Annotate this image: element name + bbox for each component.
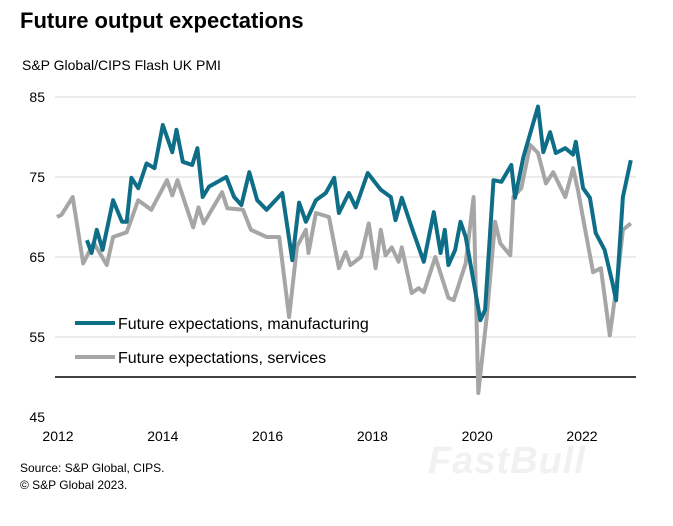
x-tick-label: 2012 bbox=[42, 428, 73, 444]
y-tick-label: 45 bbox=[29, 409, 45, 425]
legend-label: Future expectations, manufacturing bbox=[118, 316, 369, 333]
x-tick-label: 2014 bbox=[147, 428, 178, 444]
series-line-services bbox=[56, 143, 633, 395]
copyright-note: © S&P Global 2023. bbox=[20, 478, 128, 492]
series-line-manufacturing bbox=[85, 104, 633, 323]
x-tick-label: 2016 bbox=[252, 428, 283, 444]
y-tick-label: 85 bbox=[29, 89, 45, 105]
chart-subtitle: S&P Global/CIPS Flash UK PMI bbox=[22, 57, 221, 73]
x-tick-label: 2018 bbox=[357, 428, 388, 444]
y-tick-label: 75 bbox=[29, 169, 45, 185]
x-tick-label: 2022 bbox=[566, 428, 597, 444]
y-tick-label: 65 bbox=[29, 249, 45, 265]
source-note: Source: S&P Global, CIPS. bbox=[20, 461, 165, 475]
chart-title: Future output expectations bbox=[20, 8, 304, 33]
y-tick-label: 55 bbox=[29, 329, 45, 345]
legend-label: Future expectations, services bbox=[118, 350, 326, 367]
watermark-logo: FastBull bbox=[428, 440, 586, 482]
x-tick-label: 2020 bbox=[462, 428, 493, 444]
